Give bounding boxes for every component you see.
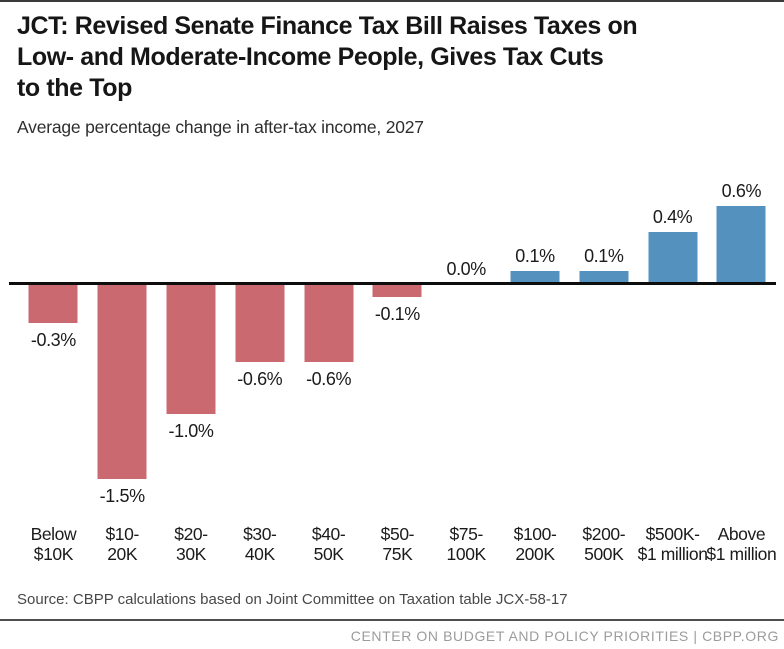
source-note: Source: CBPP calculations based on Joint… <box>17 591 568 608</box>
bar-category-label: $100- 200K <box>513 524 557 564</box>
bar-category-label: $10- 20K <box>105 524 139 564</box>
bar-column: -1.5% $10- 20K <box>88 2 157 649</box>
footer-divider <box>0 619 784 621</box>
bar-value-label: -0.6% <box>237 369 283 389</box>
footer-branding: CENTER ON BUDGET AND POLICY PRIORITIES |… <box>350 628 779 644</box>
bar-column: -0.6% $40- 50K <box>294 2 363 649</box>
bar-column: 0.1% $200- 500K <box>569 2 638 649</box>
bar-column: 0.4% $500K- $1 million <box>638 2 708 649</box>
bar-value-label: 0.1% <box>515 246 555 266</box>
bar-category-label: Above $1 million <box>706 524 777 564</box>
bar-column: -0.1% $50- 75K <box>363 2 432 649</box>
bar-category-label: $50- 75K <box>380 524 415 564</box>
bar-value-label: -0.1% <box>374 304 420 324</box>
bar-column: -0.6% $30- 40K <box>225 2 294 649</box>
bar-column: 0.1% $100- 200K <box>501 2 570 649</box>
bar-column: 0.0% $75- 100K <box>432 2 501 649</box>
negative-bar <box>304 284 354 362</box>
chart-title: JCT: Revised Senate Finance Tax Bill Rai… <box>17 12 638 102</box>
bar-value-label: -0.6% <box>306 369 352 389</box>
negative-bar <box>28 284 78 323</box>
chart-subtitle: Average percentage change in after-tax i… <box>17 117 424 137</box>
bar-value-label: -1.0% <box>168 421 214 441</box>
negative-bar <box>166 284 216 414</box>
bar-category-label: $20- 30K <box>174 524 208 564</box>
bar-value-label: 0.4% <box>652 207 693 227</box>
bar-value-label: -1.5% <box>99 486 145 506</box>
positive-bar <box>579 271 629 284</box>
zero-axis-line <box>9 282 776 285</box>
bar-category-label: Below $10K <box>30 524 77 564</box>
bar-chart: -0.3% Below $10K -1.5% $10- 20K -1.0% $20- 30… <box>19 2 777 649</box>
bar-category-label: $200- 500K <box>582 524 626 564</box>
negative-bar <box>372 284 422 297</box>
bar-value-label: 0.6% <box>721 181 762 201</box>
positive-bar <box>648 232 698 284</box>
bar-category-label: $40- 50K <box>311 524 346 564</box>
positive-bar <box>716 206 766 284</box>
bar-category-label: $30- 40K <box>243 524 277 564</box>
bar-value-label: -0.3% <box>30 330 76 350</box>
negative-bar <box>97 284 147 479</box>
bar-value-label: 0.1% <box>584 246 624 266</box>
bar-category-label: $75- 100K <box>446 524 487 564</box>
bar-value-label: 0.0% <box>446 259 486 279</box>
positive-bar <box>510 271 560 284</box>
bar-column: -0.3% Below $10K <box>19 2 88 649</box>
bar-column: -1.0% $20- 30K <box>157 2 226 649</box>
negative-bar <box>235 284 285 362</box>
bar-category-label: $500K- $1 million <box>637 524 708 564</box>
bar-column: 0.6% Above $1 million <box>706 2 776 649</box>
